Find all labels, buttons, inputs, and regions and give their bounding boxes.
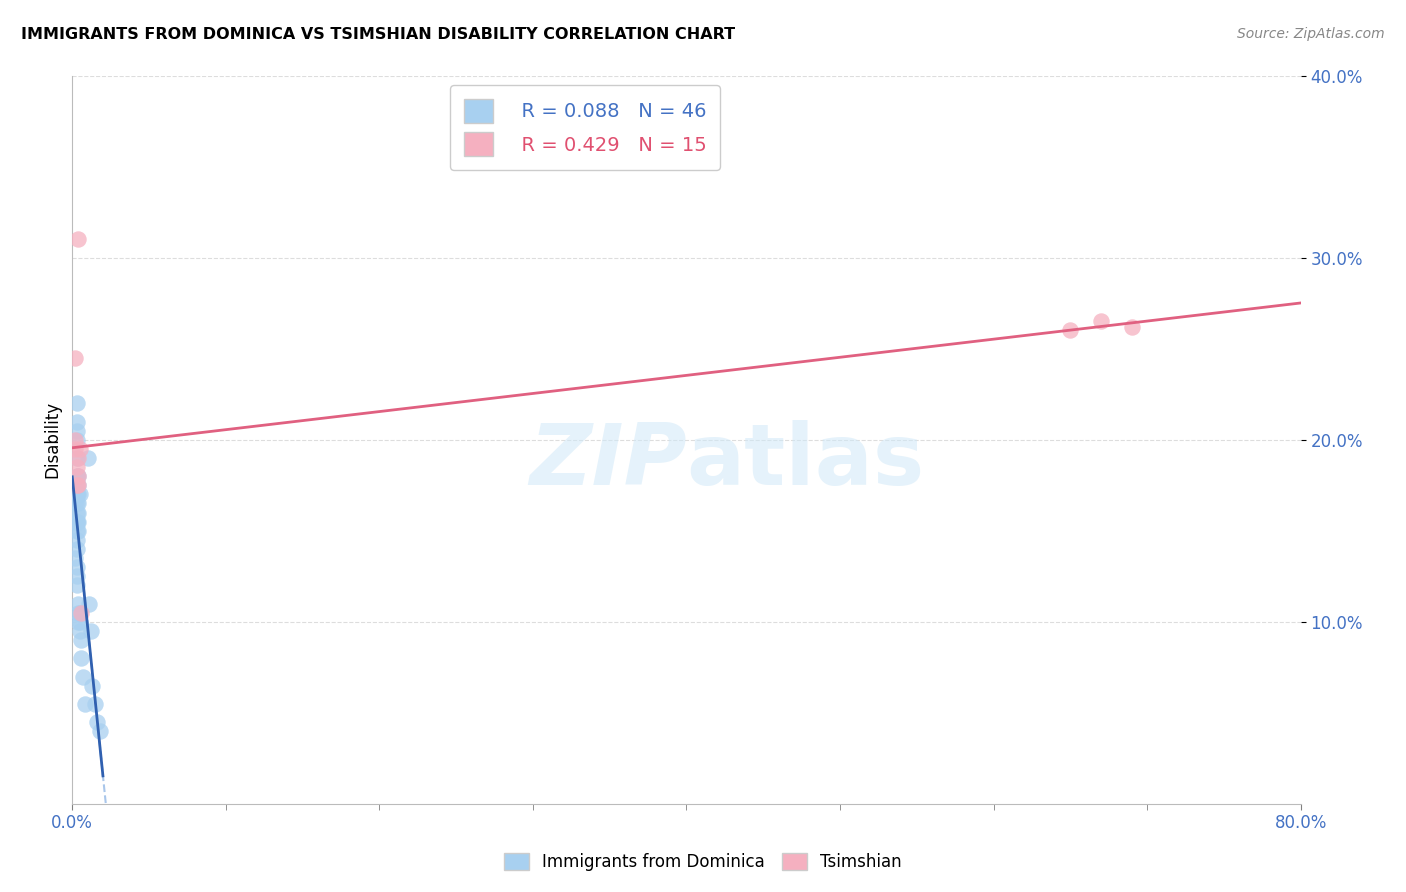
Point bbox=[66, 424, 89, 438]
Point bbox=[65, 515, 87, 529]
Point bbox=[67, 469, 90, 483]
Point bbox=[67, 478, 90, 492]
Point bbox=[69, 606, 91, 620]
Point bbox=[69, 624, 91, 638]
Text: Source: ZipAtlas.com: Source: ZipAtlas.com bbox=[1237, 27, 1385, 41]
Point bbox=[66, 560, 89, 574]
Point bbox=[65, 442, 87, 456]
Text: IMMIGRANTS FROM DOMINICA VS TSIMSHIAN DISABILITY CORRELATION CHART: IMMIGRANTS FROM DOMINICA VS TSIMSHIAN DI… bbox=[21, 27, 735, 42]
Point bbox=[66, 396, 89, 410]
Point bbox=[1121, 319, 1143, 334]
Point bbox=[65, 478, 87, 492]
Point bbox=[70, 651, 93, 665]
Point bbox=[67, 478, 90, 492]
Point bbox=[66, 533, 89, 547]
Point bbox=[66, 524, 89, 538]
Point bbox=[66, 478, 89, 492]
Point bbox=[66, 469, 89, 483]
Point bbox=[67, 615, 90, 629]
Point bbox=[66, 515, 89, 529]
Point bbox=[72, 669, 94, 683]
Point bbox=[66, 450, 89, 465]
Point bbox=[66, 460, 89, 475]
Point bbox=[67, 232, 90, 246]
Point bbox=[67, 606, 90, 620]
Point bbox=[67, 469, 90, 483]
Legend: Immigrants from Dominica, Tsimshian: Immigrants from Dominica, Tsimshian bbox=[496, 845, 910, 880]
Point bbox=[69, 442, 91, 456]
Point bbox=[89, 724, 111, 739]
Point bbox=[84, 697, 107, 711]
Point bbox=[1090, 314, 1112, 328]
Point bbox=[66, 415, 89, 429]
Point bbox=[65, 433, 87, 447]
Point bbox=[67, 515, 90, 529]
Point bbox=[1059, 323, 1081, 337]
Point bbox=[66, 541, 89, 556]
Point bbox=[79, 624, 101, 638]
Text: ZIP: ZIP bbox=[529, 420, 686, 503]
Point bbox=[66, 506, 89, 520]
Point bbox=[65, 351, 87, 365]
Point bbox=[65, 551, 87, 566]
Point bbox=[77, 597, 100, 611]
Text: atlas: atlas bbox=[686, 420, 925, 503]
Point bbox=[69, 615, 91, 629]
Point bbox=[86, 714, 108, 729]
Legend:   R = 0.088   N = 46,   R = 0.429   N = 15: R = 0.088 N = 46, R = 0.429 N = 15 bbox=[450, 86, 720, 169]
Point bbox=[67, 496, 90, 510]
Point bbox=[66, 487, 89, 501]
Point bbox=[70, 606, 93, 620]
Point bbox=[73, 697, 96, 711]
Point bbox=[70, 633, 93, 648]
Point bbox=[67, 450, 90, 465]
Point bbox=[66, 569, 89, 583]
Y-axis label: Disability: Disability bbox=[44, 401, 60, 478]
Point bbox=[67, 487, 90, 501]
Point bbox=[67, 597, 90, 611]
Point bbox=[82, 679, 104, 693]
Point bbox=[66, 578, 89, 592]
Point bbox=[66, 433, 89, 447]
Point bbox=[66, 496, 89, 510]
Point bbox=[67, 524, 90, 538]
Point bbox=[67, 506, 90, 520]
Point bbox=[65, 496, 87, 510]
Point bbox=[66, 515, 89, 529]
Point bbox=[69, 487, 91, 501]
Point bbox=[76, 450, 98, 465]
